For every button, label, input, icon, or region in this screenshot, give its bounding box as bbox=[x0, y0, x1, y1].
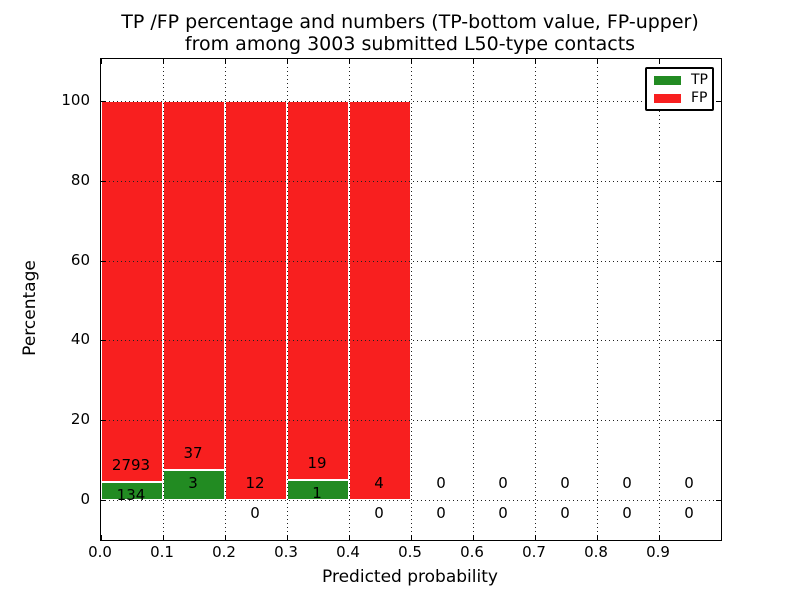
tp-count-label: 0 bbox=[250, 504, 260, 523]
x-gridline bbox=[287, 59, 288, 540]
x-tick-label: 0.7 bbox=[522, 543, 546, 561]
fp-legend-swatch bbox=[654, 93, 681, 103]
x-tick-mark bbox=[349, 535, 350, 540]
chart-title: TP /FP percentage and numbers (TP-bottom… bbox=[90, 11, 730, 55]
fp-count-label: 0 bbox=[684, 474, 694, 493]
x-gridline bbox=[411, 59, 412, 540]
tp-count-label: 0 bbox=[498, 504, 508, 523]
x-tick-label: 0.9 bbox=[646, 543, 670, 561]
x-gridline bbox=[473, 59, 474, 540]
tp-count-label: 0 bbox=[622, 504, 632, 523]
x-tick-mark-top bbox=[349, 59, 350, 64]
x-tick-mark-top bbox=[101, 59, 102, 64]
tp-bar-segment bbox=[163, 470, 225, 501]
fp-count-label: 0 bbox=[560, 474, 570, 493]
x-tick-label: 0.8 bbox=[584, 543, 608, 561]
x-gridline bbox=[659, 59, 660, 540]
x-tick-label: 0.2 bbox=[212, 543, 236, 561]
x-tick-mark-top bbox=[225, 59, 226, 64]
tp-legend-swatch bbox=[654, 75, 681, 85]
legend-entry-label: TP bbox=[691, 72, 708, 88]
fp-count-label: 12 bbox=[245, 474, 265, 493]
x-gridline bbox=[597, 59, 598, 540]
legend-box: TP FP bbox=[645, 67, 714, 111]
fp-bar-segment bbox=[101, 100, 163, 482]
y-tick-mark-right bbox=[716, 100, 721, 102]
x-tick-mark-top bbox=[597, 59, 598, 64]
tp-count-label: 0 bbox=[374, 504, 384, 523]
x-tick-mark-top bbox=[287, 59, 288, 64]
fp-bar-segment bbox=[287, 100, 349, 481]
y-tick-mark-right bbox=[716, 420, 721, 422]
fp-count-label: 19 bbox=[307, 454, 327, 473]
y-tick-mark-right bbox=[716, 340, 721, 342]
x-tick-mark-top bbox=[473, 59, 474, 64]
y-tick-label: 0 bbox=[80, 490, 90, 509]
y-tick-mark bbox=[101, 500, 106, 502]
x-tick-label: 0.3 bbox=[274, 543, 298, 561]
y-tick-mark-right bbox=[716, 500, 721, 502]
chart-title-line1: TP /FP percentage and numbers (TP-bottom… bbox=[121, 11, 699, 33]
y-tick-mark bbox=[101, 260, 106, 262]
y-tick-mark bbox=[101, 100, 106, 102]
tp-count-label: 0 bbox=[436, 504, 446, 523]
y-tick-label: 40 bbox=[70, 330, 90, 349]
tp-count-label: 0 bbox=[560, 504, 570, 523]
y-tick-label: 80 bbox=[70, 170, 90, 189]
x-tick-label: 0.1 bbox=[150, 543, 174, 561]
fp-count-label: 0 bbox=[436, 474, 446, 493]
legend-entry: TP bbox=[647, 71, 712, 89]
x-tick-mark bbox=[163, 535, 164, 540]
x-tick-label: 0.0 bbox=[88, 543, 112, 561]
fp-count-label: 0 bbox=[498, 474, 508, 493]
x-tick-mark-top bbox=[535, 59, 536, 64]
fp-bar-segment bbox=[225, 100, 287, 501]
x-gridline bbox=[225, 59, 226, 540]
fp-count-label: 2793 bbox=[111, 455, 151, 474]
x-tick-mark bbox=[101, 535, 102, 540]
x-tick-mark bbox=[411, 535, 412, 540]
x-tick-mark-top bbox=[411, 59, 412, 64]
x-tick-mark-top bbox=[659, 59, 660, 64]
x-tick-mark bbox=[287, 535, 288, 540]
y-tick-label: 60 bbox=[70, 250, 90, 269]
tp-count-label: 0 bbox=[684, 504, 694, 523]
x-tick-label: 0.5 bbox=[398, 543, 422, 561]
tp-bar-segment bbox=[101, 481, 163, 501]
y-tick-mark-right bbox=[716, 180, 721, 182]
x-tick-mark bbox=[473, 535, 474, 540]
x-tick-mark bbox=[597, 535, 598, 540]
chart-title-line2: from among 3003 submitted L50-type conta… bbox=[184, 33, 636, 55]
x-gridline bbox=[163, 59, 164, 540]
y-tick-mark bbox=[101, 340, 106, 342]
tp-count-label: 134 bbox=[116, 485, 146, 504]
x-tick-mark bbox=[535, 535, 536, 540]
x-tick-mark bbox=[659, 535, 660, 540]
y-tick-label: 20 bbox=[70, 410, 90, 429]
x-tick-mark-top bbox=[163, 59, 164, 64]
y-tick-mark bbox=[101, 420, 106, 422]
tp-count-label: 3 bbox=[188, 474, 198, 493]
y-tick-label: 100 bbox=[61, 90, 90, 109]
tp-count-label: 1 bbox=[312, 484, 322, 503]
y-tick-mark-right bbox=[716, 260, 721, 262]
x-tick-mark bbox=[225, 535, 226, 540]
x-axis-label: Predicted probability bbox=[322, 567, 498, 587]
x-gridline bbox=[349, 59, 350, 540]
x-tick-label: 0.6 bbox=[460, 543, 484, 561]
x-gridline bbox=[535, 59, 536, 540]
fp-bar-segment bbox=[163, 100, 225, 471]
y-tick-mark bbox=[101, 180, 106, 182]
fp-count-label: 37 bbox=[183, 444, 203, 463]
legend-entry-label: FP bbox=[691, 90, 708, 106]
legend-entry: FP bbox=[647, 89, 712, 107]
fp-bar-segment bbox=[349, 100, 411, 501]
fp-count-label: 0 bbox=[622, 474, 632, 493]
x-tick-label: 0.4 bbox=[336, 543, 360, 561]
fp-count-label: 4 bbox=[374, 474, 384, 493]
plot-area bbox=[100, 58, 722, 541]
